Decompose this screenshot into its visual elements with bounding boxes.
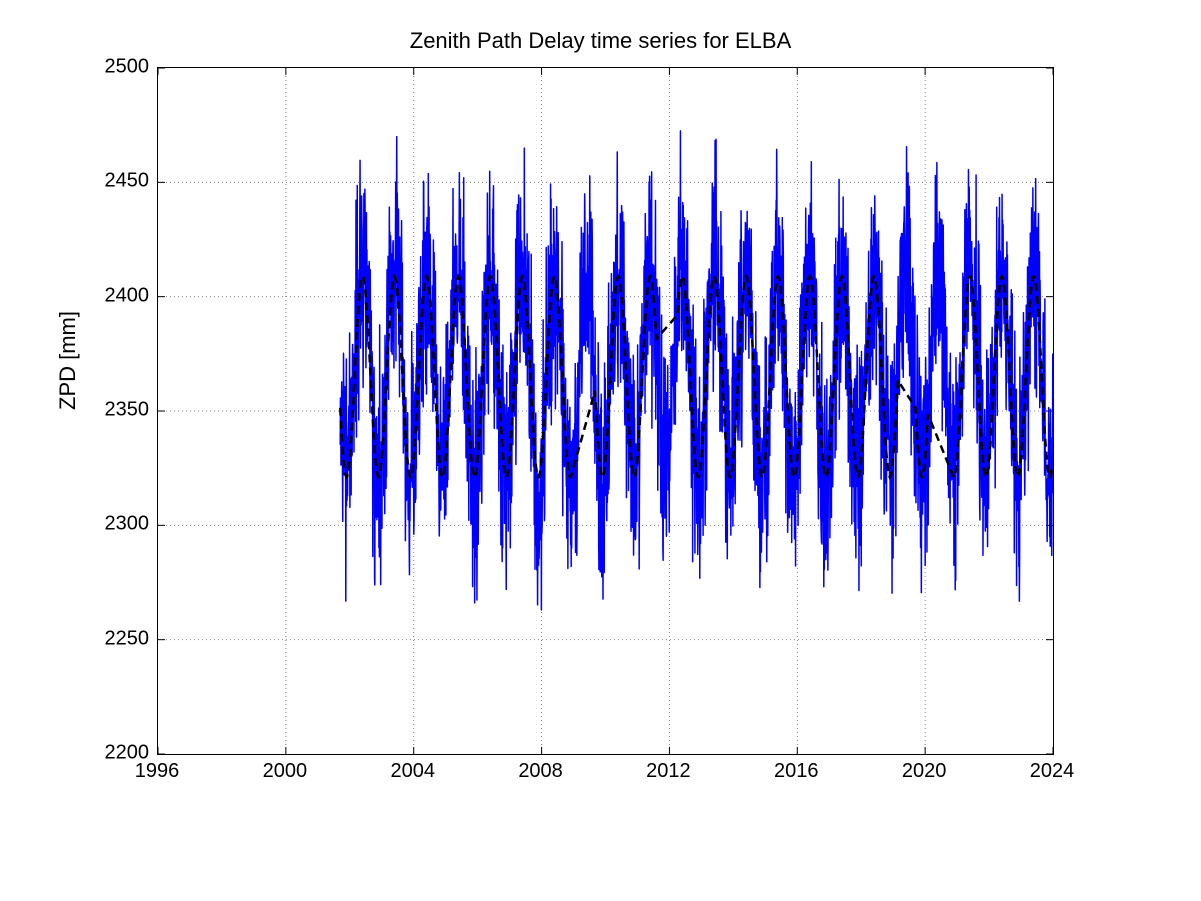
xtick-label: 2000 [263,760,308,783]
chart-title: Zenith Path Delay time series for ELBA [0,28,1201,54]
ytick-label: 2300 [49,513,149,536]
y-axis-label: ZPD [mm] [55,311,81,410]
plot-area [157,67,1054,755]
xtick-label: 2008 [518,760,563,783]
ytick-label: 2250 [49,627,149,650]
xtick-label: 2012 [646,760,691,783]
xtick-label: 2024 [1030,760,1075,783]
ytick-label: 2500 [49,56,149,79]
ytick-label: 2450 [49,170,149,193]
xtick-label: 1996 [135,760,180,783]
chart-container: Zenith Path Delay time series for ELBA Z… [0,0,1201,901]
data-svg [158,68,1053,754]
xtick-label: 2020 [902,760,947,783]
xtick-label: 2016 [774,760,819,783]
xtick-label: 2004 [390,760,435,783]
ytick-label: 2350 [49,399,149,422]
ytick-label: 2400 [49,284,149,307]
